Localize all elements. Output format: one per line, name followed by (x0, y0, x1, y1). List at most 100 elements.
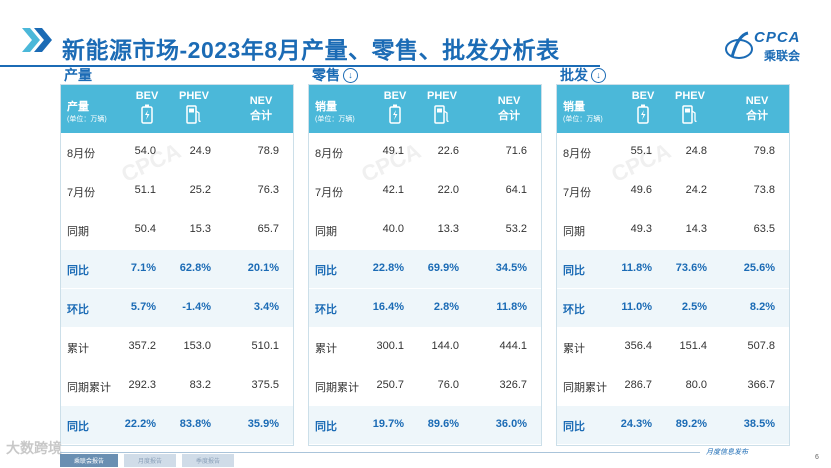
cell-nev: 36.0% (495, 418, 527, 430)
table-row: 同比 11.8% 73.6% 25.6% (557, 250, 789, 288)
table-row: 环比 11.0% 2.5% 8.2% (557, 289, 789, 327)
table-row: 同期 50.4 15.3 65.7 (61, 211, 293, 249)
table-panel: 批发 ↓ 销量 (单位：万辆) BEV PHEV NEV 合计 8月份 55.1 24.8 79.8 7… (556, 66, 790, 446)
cpca-emblem-icon (725, 31, 753, 59)
logo-abbr: CPCA (754, 29, 801, 46)
title-bar: 新能源市场-2023年8月产量、零售、批发分析表 CPCA 乘联会 (0, 12, 831, 67)
col-phev-label: PHEV (179, 90, 209, 102)
cell-bev: 356.4 (624, 340, 652, 352)
cell-phev: 15.3 (189, 223, 211, 235)
cell-phev: -1.4% (182, 301, 211, 313)
header-label: 销量 (563, 101, 585, 113)
footer-brand: 大数跨境 (6, 440, 62, 456)
title-underline (0, 65, 600, 67)
cell-nev: 11.8% (496, 301, 527, 313)
col-nev: NEV 合计 (479, 95, 539, 123)
table-header: 产量 (单位：万辆) BEV PHEV NEV 合计 (61, 85, 293, 133)
cell-bev: 49.3 (630, 223, 652, 235)
col-phev-label: PHEV (427, 90, 457, 102)
footer: 大数跨境 乘联会报告 月度报告 季度报告 月度信息发布 6 (0, 440, 831, 468)
cell-nev: 63.5 (753, 223, 775, 235)
cell-bev: 300.1 (376, 340, 404, 352)
page-title: 新能源市场-2023年8月产量、零售、批发分析表 (62, 37, 560, 63)
col-bev: BEV (127, 90, 167, 124)
row-label: 环比 (315, 304, 337, 316)
col-bev: BEV (623, 90, 663, 124)
row-label: 同期 (315, 226, 337, 238)
cell-bev: 11.8% (621, 262, 652, 274)
cell-bev: 49.6 (630, 184, 652, 196)
row-label: 同比 (315, 421, 337, 433)
cell-nev: 35.9% (247, 418, 279, 430)
arrow-down-circle-icon: ↓ (343, 67, 358, 83)
table-row: 7月份 51.1 25.2 76.3 (61, 172, 293, 210)
row-label: 同期累计 (67, 382, 111, 394)
cell-nev: 8.2% (749, 301, 775, 313)
cell-nev: 71.6 (505, 145, 527, 157)
cell-bev: 49.1 (382, 145, 404, 157)
fuel-pump-icon (682, 105, 697, 124)
row-label: 累计 (67, 343, 89, 355)
col-nev-label: NEV (745, 95, 769, 107)
cell-bev: 19.7% (372, 418, 404, 430)
table-row: 环比 16.4% 2.8% 11.8% (309, 289, 541, 327)
cell-phev: 76.0 (437, 379, 459, 391)
cell-bev: 357.2 (128, 340, 156, 352)
table-row: 环比 5.7% -1.4% 3.4% (61, 289, 293, 327)
cell-bev: 5.7% (130, 301, 156, 313)
cell-nev: 65.7 (257, 223, 279, 235)
table-row: 同比 24.3% 89.2% 38.5% (557, 406, 789, 444)
cell-bev: 24.3% (620, 418, 652, 430)
cell-bev: 292.3 (128, 379, 156, 391)
table-row: 同比 19.7% 89.6% 36.0% (309, 406, 541, 444)
col-nev-label: NEV (497, 95, 521, 107)
footer-tab[interactable]: 乘联会报告 (60, 454, 119, 467)
cell-bev: 22.2% (124, 418, 156, 430)
footer-caption: 月度信息发布 (706, 449, 748, 456)
cpca-logo: CPCA 乘联会 (724, 29, 820, 65)
data-table: 产量 (单位：万辆) BEV PHEV NEV 合计 8月份 54.0 24.9 78.9 7月份 5… (60, 84, 294, 446)
col-phev: PHEV (665, 90, 715, 124)
cell-phev: 89.2% (675, 418, 707, 430)
cell-nev: 444.1 (499, 340, 527, 352)
cell-bev: 286.7 (624, 379, 652, 391)
table-header: 销量 (单位：万辆) BEV PHEV NEV 合计 (309, 85, 541, 133)
table-row: 8月份 54.0 24.9 78.9 (61, 133, 293, 171)
cell-nev: 64.1 (505, 184, 527, 196)
table-row: 同比 22.2% 83.8% 35.9% (61, 406, 293, 444)
footer-tab[interactable]: 月度报告 (124, 454, 177, 467)
cell-bev: 42.1 (382, 184, 404, 196)
cell-nev: 507.8 (747, 340, 775, 352)
panel-heading-text: 批发 (560, 67, 588, 83)
cell-phev: 69.9% (427, 262, 459, 274)
battery-icon (389, 104, 401, 124)
cell-nev: 20.1% (247, 262, 279, 274)
row-label: 同期 (563, 226, 585, 238)
table-row: 累计 356.4 151.4 507.8 (557, 328, 789, 366)
table-row: 同期 49.3 14.3 63.5 (557, 211, 789, 249)
cell-phev: 22.6 (437, 145, 459, 157)
row-label: 8月份 (563, 148, 592, 160)
table-row: 7月份 49.6 24.2 73.8 (557, 172, 789, 210)
data-table: 销量 (单位：万辆) BEV PHEV NEV 合计 8月份 55.1 24.8 79.8 7月份 4… (556, 84, 790, 446)
cell-phev: 24.2 (685, 184, 707, 196)
row-label: 7月份 (67, 187, 96, 199)
table-row: 同期累计 286.7 80.0 366.7 (557, 367, 789, 405)
cell-bev: 11.0% (621, 301, 652, 313)
cell-phev: 89.6% (427, 418, 459, 430)
header-unit: (单位：万辆) (67, 116, 107, 123)
panel-heading-text: 零售 (312, 67, 340, 83)
table-row: 同比 7.1% 62.8% 20.1% (61, 250, 293, 288)
cell-phev: 24.9 (189, 145, 211, 157)
table-row: 累计 357.2 153.0 510.1 (61, 328, 293, 366)
fuel-pump-icon (434, 105, 449, 124)
table-row: 7月份 42.1 22.0 64.1 (309, 172, 541, 210)
cell-phev: 153.0 (183, 340, 211, 352)
col-nev: NEV 合计 (727, 95, 787, 123)
col-phev: PHEV (417, 90, 467, 124)
footer-tab[interactable]: 季度报告 (182, 454, 235, 467)
panel-heading: 产量 (64, 66, 292, 84)
footer-divider (60, 452, 700, 453)
battery-icon (141, 104, 153, 124)
cell-nev: 78.9 (257, 145, 279, 157)
